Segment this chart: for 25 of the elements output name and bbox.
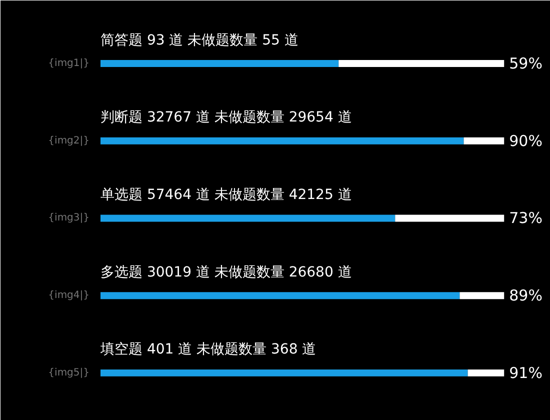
bar	[468, 369, 504, 376]
annotation: 单选题 57464 道 未做题数量 42125 道	[100, 187, 352, 204]
bar	[100, 137, 464, 144]
annotation: 填空题 401 道 未做题数量 368 道	[100, 342, 316, 358]
data-label: 73%	[509, 209, 542, 228]
bar	[100, 369, 468, 376]
bar	[460, 292, 504, 300]
bar	[464, 137, 504, 144]
y-tick-label: {img3|}	[48, 212, 90, 224]
bar	[395, 214, 504, 222]
annotation: 多选题 30019 道 未做题数量 26680 道	[100, 264, 352, 280]
annotation: 判断题 32767 道 未做题数量 29654 道	[100, 110, 352, 126]
bar	[100, 60, 339, 67]
bar	[100, 292, 460, 300]
y-tick-label: {img5|}	[48, 367, 90, 378]
y-tick-label: {img2|}	[48, 135, 90, 146]
bar	[338, 60, 504, 67]
data-label: 90%	[509, 132, 542, 150]
bar	[100, 214, 396, 222]
data-label: 59%	[509, 54, 542, 73]
data-label: 91%	[509, 364, 542, 382]
y-tick-label: {img1|}	[48, 58, 90, 70]
y-tick-label: {img4|}	[48, 290, 90, 302]
annotation: 简答题 93 道 未做题数量 55 道	[100, 32, 298, 48]
data-label: 89%	[509, 286, 542, 305]
